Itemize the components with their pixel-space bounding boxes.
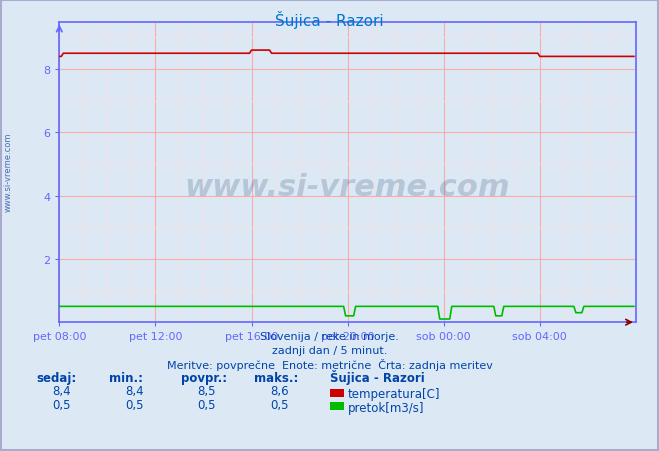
- Text: pretok[m3/s]: pretok[m3/s]: [348, 401, 424, 414]
- Text: www.si-vreme.com: www.si-vreme.com: [185, 173, 511, 202]
- Text: 0,5: 0,5: [125, 398, 144, 411]
- Text: min.:: min.:: [109, 371, 143, 384]
- Text: temperatura[C]: temperatura[C]: [348, 387, 440, 400]
- Text: Šujica - Razori: Šujica - Razori: [330, 369, 424, 384]
- Text: 0,5: 0,5: [198, 398, 216, 411]
- Text: maks.:: maks.:: [254, 371, 298, 384]
- Text: sedaj:: sedaj:: [36, 371, 76, 384]
- Text: 8,4: 8,4: [125, 385, 144, 398]
- Text: 8,4: 8,4: [53, 385, 71, 398]
- Text: Slovenija / reke in morje.: Slovenija / reke in morje.: [260, 331, 399, 341]
- Text: povpr.:: povpr.:: [181, 371, 227, 384]
- Text: 0,5: 0,5: [270, 398, 289, 411]
- Text: zadnji dan / 5 minut.: zadnji dan / 5 minut.: [272, 345, 387, 355]
- Text: www.si-vreme.com: www.si-vreme.com: [3, 132, 13, 211]
- Text: 8,6: 8,6: [270, 385, 289, 398]
- Text: 8,5: 8,5: [198, 385, 216, 398]
- Text: 0,5: 0,5: [53, 398, 71, 411]
- Text: Meritve: povprečne  Enote: metrične  Črta: zadnja meritev: Meritve: povprečne Enote: metrične Črta:…: [167, 359, 492, 371]
- Text: Šujica - Razori: Šujica - Razori: [275, 11, 384, 29]
